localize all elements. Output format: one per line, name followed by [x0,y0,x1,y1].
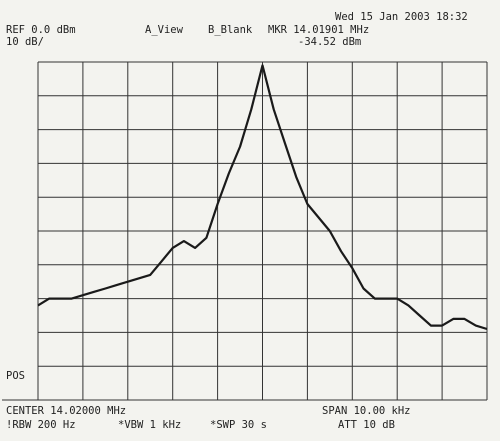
sweep: *SWP 30 s [210,419,267,431]
scale: 10 dB/ [6,36,44,48]
rbw: !RBW 200 Hz [6,419,76,431]
view-a: A_View [145,24,184,36]
attenuation: ATT 10 dB [338,419,395,431]
marker-frequency: MKR 14.01901 MHz [268,24,369,36]
center-frequency: CENTER 14.02000 MHz [6,405,126,417]
view-b: B_Blank [208,24,253,36]
marker-level: -34.52 dBm [298,36,361,48]
pos-label: POS [6,370,25,382]
date: Wed 15 Jan 2003 18:32 [335,11,468,23]
span: SPAN 10.00 kHz [322,405,411,417]
vbw: *VBW 1 kHz [118,419,181,431]
trace [37,64,488,331]
ref-level: REF 0.0 dBm [6,24,76,36]
